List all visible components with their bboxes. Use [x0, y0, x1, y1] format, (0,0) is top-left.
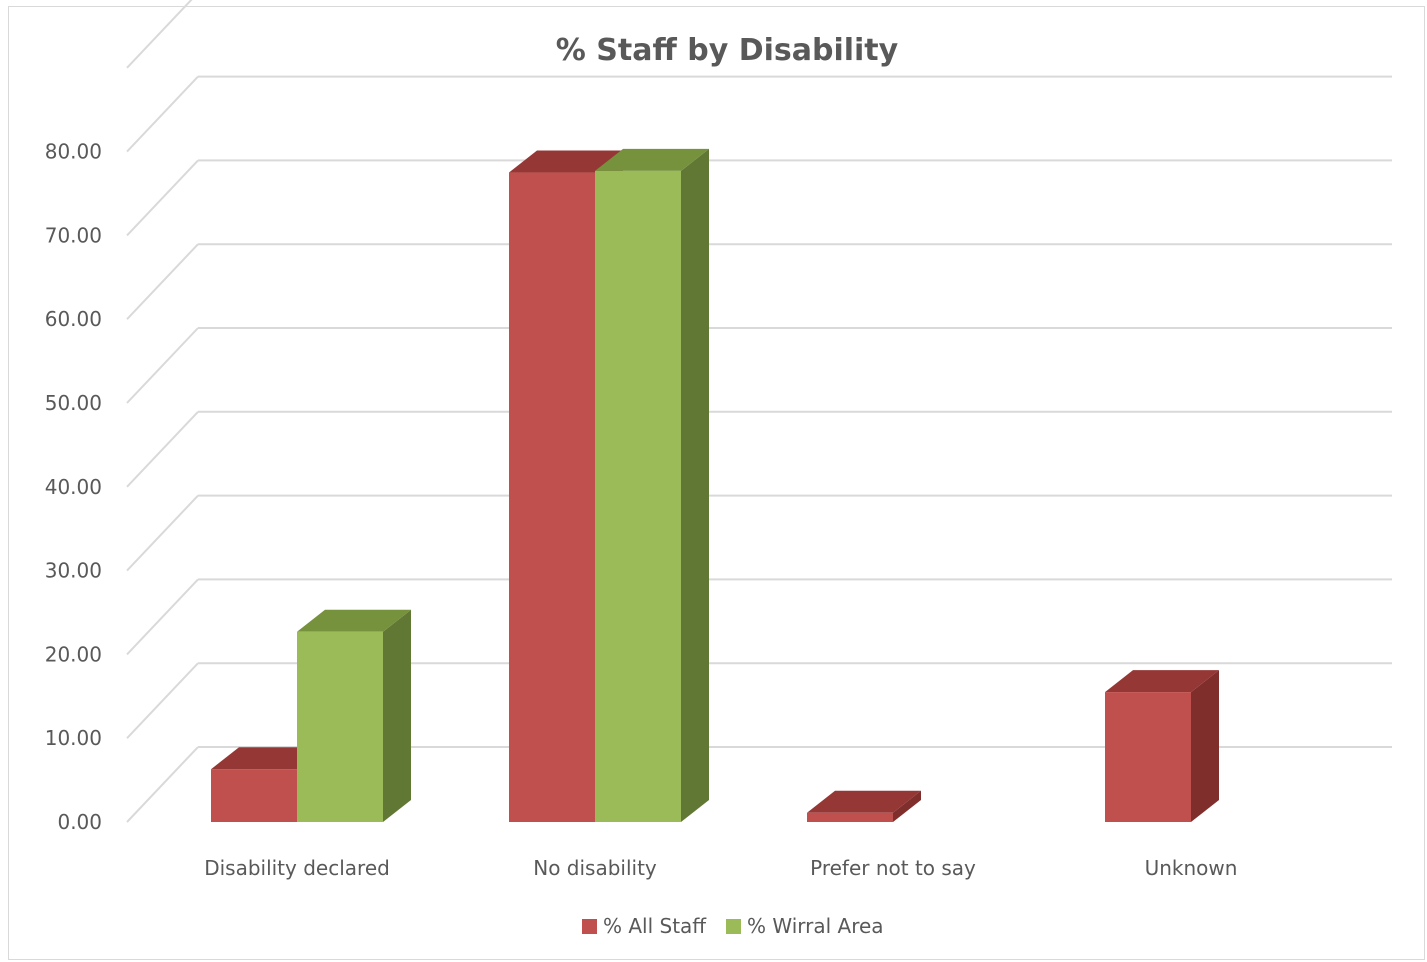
y-tick-label: 10.00	[45, 726, 102, 750]
legend-label: % Wirral Area	[747, 914, 884, 938]
legend-item: % Wirral Area	[726, 914, 884, 938]
bar	[807, 791, 921, 822]
y-tick-label: 50.00	[45, 391, 102, 415]
gridline-diagonal	[127, 160, 198, 235]
x-category-label: Unknown	[1145, 856, 1238, 880]
bar-front	[1105, 692, 1191, 822]
bar-side	[1191, 670, 1219, 822]
y-tick-label: 80.00	[45, 140, 102, 164]
y-tick-label: 30.00	[45, 559, 102, 583]
gridline-diagonal	[127, 244, 198, 319]
legend-item: % All Staff	[582, 914, 707, 938]
gridline-diagonal	[127, 0, 198, 68]
x-category-label: Prefer not to say	[810, 856, 976, 880]
bar-front	[509, 173, 595, 822]
y-tick-label: 60.00	[45, 307, 102, 331]
gridline-diagonal	[127, 747, 198, 822]
gridline-diagonal	[127, 496, 198, 571]
y-tick-label: 70.00	[45, 223, 102, 247]
legend: % All Staff % Wirral Area	[582, 914, 884, 938]
gridline-diagonal	[127, 77, 198, 152]
legend-swatch	[726, 919, 741, 934]
chart-title: % Staff by Disability	[556, 33, 899, 68]
bar-front	[595, 171, 681, 822]
legend-label: % All Staff	[603, 914, 707, 938]
y-tick-label: 0.00	[57, 810, 102, 834]
gridline-diagonal	[127, 663, 198, 738]
bar	[1105, 670, 1219, 822]
bar-front	[297, 632, 383, 822]
bar-front	[211, 769, 297, 822]
legend-swatch	[582, 919, 597, 934]
bar-side	[681, 149, 709, 822]
bar	[297, 610, 411, 822]
y-tick-label: 20.00	[45, 642, 102, 666]
bars	[211, 149, 1219, 822]
y-axis-ticks: 0.00 10.00 20.00 30.00 40.00 50.00 60.00 70.00 8…	[45, 140, 102, 834]
bar-side	[383, 610, 411, 822]
x-category-label: No disability	[533, 856, 657, 880]
y-tick-label: 40.00	[45, 475, 102, 499]
gridline-diagonal	[127, 328, 198, 403]
gridline-diagonal	[127, 412, 198, 487]
bar-front	[807, 813, 893, 822]
x-category-label: Disability declared	[204, 856, 390, 880]
bar	[595, 149, 709, 822]
gridline-diagonal	[127, 579, 198, 654]
x-axis-categories: Disability declared No disability Prefer n…	[204, 856, 1237, 880]
